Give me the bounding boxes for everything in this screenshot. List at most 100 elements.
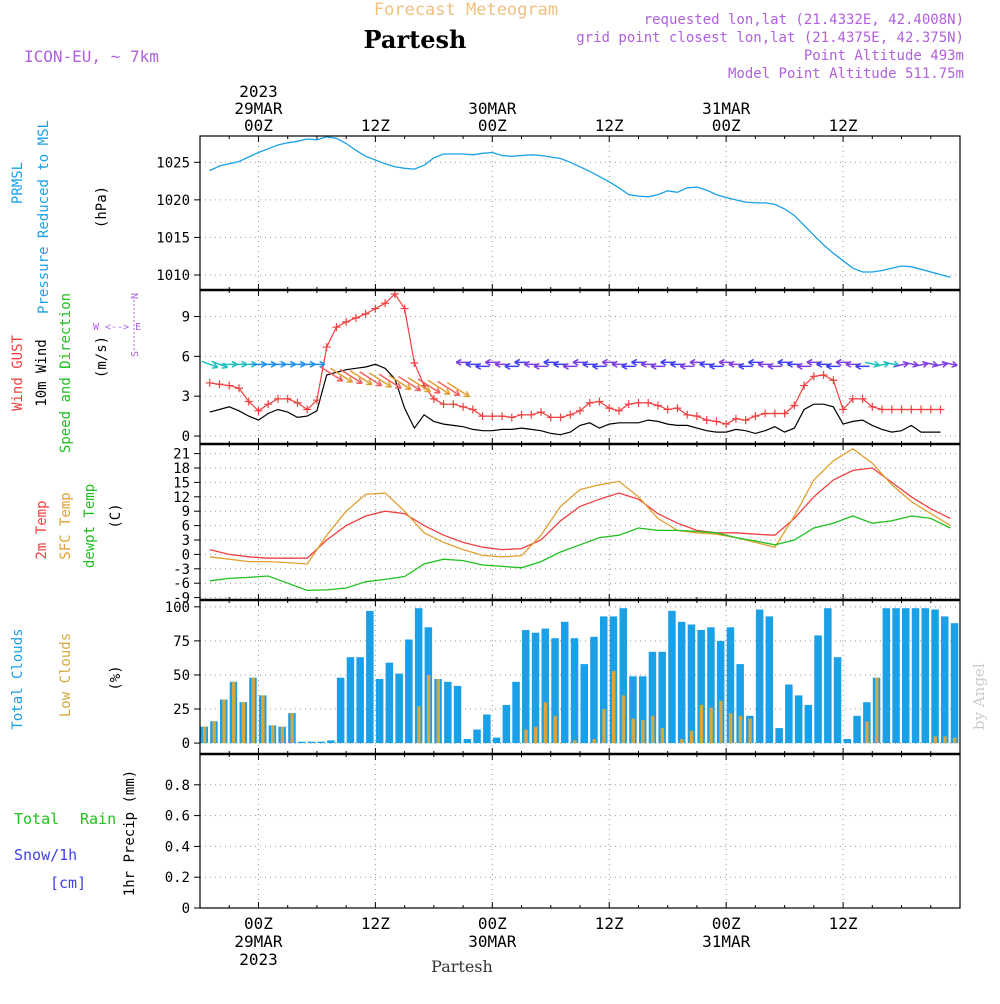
time-label-bottom: 31MAR xyxy=(702,932,751,951)
total-cloud-bar xyxy=(375,679,384,744)
pressure-line xyxy=(209,136,951,278)
wind-direction-arrowhead xyxy=(748,358,755,366)
y-tick-label: 1010 xyxy=(156,268,190,284)
total-cloud-bar xyxy=(755,609,764,744)
low-cloud-bar xyxy=(553,715,557,744)
total-cloud-bar xyxy=(911,608,920,744)
gust-marker xyxy=(751,412,760,421)
gust-marker xyxy=(731,414,740,423)
low-cloud-bar xyxy=(631,718,635,744)
gust-marker xyxy=(332,323,341,332)
wind-direction-arrowhead xyxy=(835,358,842,366)
y-tick-label: 12 xyxy=(173,490,190,506)
y-tick-label: -9 xyxy=(173,591,190,607)
wind-direction-arrowhead xyxy=(434,387,441,394)
gust-marker xyxy=(653,401,662,410)
total-cloud-bar xyxy=(892,608,900,744)
total-cloud-bar xyxy=(346,657,355,744)
gust-marker xyxy=(498,412,507,421)
total-cloud-bar xyxy=(522,630,530,744)
wind-direction-arrowhead xyxy=(855,362,862,370)
y-tick-label: 18 xyxy=(173,461,190,477)
gust-marker xyxy=(917,405,926,414)
low-cloud-bar xyxy=(621,695,626,744)
wind-direction-arrow xyxy=(368,372,392,388)
time-label-bottom: 00Z xyxy=(712,914,741,933)
time-label-bottom: 12Z xyxy=(829,914,858,933)
total-cloud-bar xyxy=(570,638,579,744)
wind-direction-arrowhead xyxy=(709,362,716,370)
total-cloud-bar xyxy=(356,657,364,744)
gust-marker xyxy=(692,412,701,421)
wind-direction-arrowhead xyxy=(592,362,599,370)
gust-marker xyxy=(926,405,935,414)
panel-border xyxy=(199,289,961,445)
wind-direction-arrow xyxy=(437,380,460,397)
total-cloud-bar xyxy=(814,635,822,744)
time-label-top: 00Z xyxy=(244,116,273,135)
low-cloud-bar xyxy=(592,739,596,744)
total-cloud-bar xyxy=(531,632,540,744)
gust-marker xyxy=(819,370,828,379)
wind-direction-arrowhead xyxy=(845,360,852,368)
grid-point-coords: grid point closest lon,lat (21.4375E, 42… xyxy=(576,30,964,46)
wind-direction-arrow xyxy=(407,377,431,393)
total-cloud-bar xyxy=(726,627,735,744)
wind-direction-label: Speed and Direction xyxy=(58,293,74,453)
time-label-bottom: 2023 xyxy=(239,950,278,969)
gust-marker xyxy=(576,406,584,415)
wind-direction-arrowhead xyxy=(395,382,402,389)
y-tick-label: 0.6 xyxy=(165,809,190,825)
gust-marker xyxy=(936,405,945,414)
wind-direction-arrowhead xyxy=(514,358,521,366)
gust-marker xyxy=(585,398,594,407)
gust-marker xyxy=(800,381,809,390)
total-cloud-bar xyxy=(395,673,403,744)
time-label-top: 00Z xyxy=(712,116,741,135)
wind-direction-arrowhead xyxy=(385,381,393,388)
low-cloud-bar xyxy=(748,718,752,744)
wind-direction-arrowhead xyxy=(443,388,451,395)
gust-marker xyxy=(527,410,536,419)
total-cloud-bar xyxy=(405,639,413,744)
low-cloud-bar xyxy=(612,670,616,744)
low-cloud-bar xyxy=(417,706,421,744)
low-cloud-bar xyxy=(534,726,538,744)
wind-direction-arrow xyxy=(359,371,383,387)
snow-label: Snow/1h xyxy=(14,846,77,864)
low-cloud-bar xyxy=(290,713,294,744)
y-tick-label: 15 xyxy=(173,475,190,491)
time-label-bottom: 00Z xyxy=(244,914,273,933)
wind-direction-arrowhead xyxy=(738,362,745,370)
gust-marker xyxy=(342,317,351,326)
wind-direction-arrowhead xyxy=(523,360,530,368)
wind-direction-arrow xyxy=(913,362,929,368)
watermark: by Angel xyxy=(970,663,988,730)
y-tick-label: 9 xyxy=(182,310,190,326)
wind-direction-arrow xyxy=(339,368,363,385)
y-tick-label: 0.4 xyxy=(165,839,190,855)
y-tick-label: 1025 xyxy=(156,155,190,171)
gust-marker xyxy=(839,405,848,414)
time-label-top: 12Z xyxy=(361,116,390,135)
wind-direction-arrowhead xyxy=(484,358,491,366)
gust-marker xyxy=(829,376,838,385)
wind-direction-arrow xyxy=(427,379,451,395)
total-cloud-bar xyxy=(765,616,774,744)
y-tick-label: 0 xyxy=(182,547,190,563)
gust-marker xyxy=(878,405,887,414)
gust-marker xyxy=(897,405,906,414)
gust-marker xyxy=(322,343,331,352)
low-cloud-bar xyxy=(641,719,645,744)
gust-marker xyxy=(702,416,711,425)
dewpoint-line xyxy=(209,515,951,592)
total-cloud-bar xyxy=(463,739,472,744)
gust-marker xyxy=(722,420,731,429)
gust-marker xyxy=(868,402,877,411)
wind-direction-arrow xyxy=(865,361,880,367)
low-cloud-bar xyxy=(573,740,577,744)
y-tick-label: 25 xyxy=(173,702,190,718)
wind-direction-arrowhead xyxy=(796,362,803,370)
gust-marker xyxy=(546,413,555,422)
